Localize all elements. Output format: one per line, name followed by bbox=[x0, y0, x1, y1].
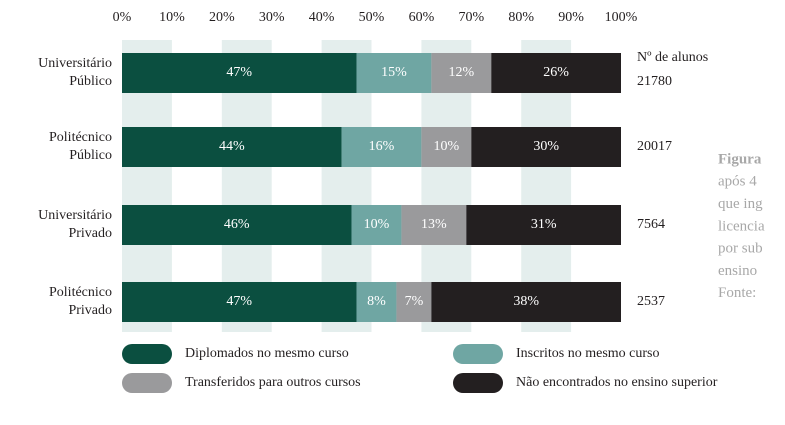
bar-segment bbox=[491, 53, 621, 93]
value-label: 12% bbox=[448, 65, 474, 80]
value-label: 47% bbox=[226, 65, 252, 80]
category-line: Público bbox=[69, 74, 112, 89]
bar-segment bbox=[122, 127, 342, 167]
x-tick-label: 0% bbox=[113, 10, 132, 25]
bar-segment bbox=[401, 205, 467, 245]
totals-header: Nº de alunos bbox=[637, 50, 708, 65]
value-label: 10% bbox=[364, 217, 390, 232]
category-label: Universitário Público bbox=[38, 56, 112, 89]
x-tick-label: 80% bbox=[508, 10, 534, 25]
value-label: 10% bbox=[434, 139, 460, 154]
x-tick-label: 70% bbox=[458, 10, 484, 25]
bar-segment bbox=[356, 53, 432, 93]
caption-line: ensino bbox=[718, 263, 757, 279]
legend-label: Não encontrados no ensino superior bbox=[516, 375, 718, 390]
category-line: Privado bbox=[68, 303, 112, 318]
category-label: Politécnico Privado bbox=[49, 285, 112, 318]
x-tick-label: 40% bbox=[309, 10, 335, 25]
legend-swatch bbox=[453, 344, 503, 364]
bar-segment bbox=[421, 127, 472, 167]
x-tick-label: 20% bbox=[209, 10, 235, 25]
bar-segment bbox=[466, 205, 621, 245]
value-label: 30% bbox=[533, 139, 559, 154]
bar-segment bbox=[356, 282, 397, 322]
bar-segment bbox=[396, 282, 432, 322]
category-line: Politécnico bbox=[49, 285, 112, 300]
value-label: 7% bbox=[405, 294, 424, 309]
total-value: 7564 bbox=[637, 217, 665, 232]
category-label: Politécnico Público bbox=[49, 130, 112, 163]
caption-line: Figura bbox=[718, 151, 762, 167]
caption-line: licencia bbox=[718, 218, 765, 234]
caption-line: Fonte: bbox=[718, 285, 756, 301]
value-label: 38% bbox=[513, 294, 539, 309]
category-line: Universitário bbox=[38, 56, 112, 71]
bar-segment bbox=[431, 53, 492, 93]
value-label: 13% bbox=[421, 217, 447, 232]
legend-label: Inscritos no mesmo curso bbox=[516, 346, 659, 361]
bar-segment bbox=[122, 282, 357, 322]
x-tick-label: 60% bbox=[409, 10, 435, 25]
value-label: 8% bbox=[367, 294, 386, 309]
x-tick-label: 10% bbox=[159, 10, 185, 25]
x-tick-label: 50% bbox=[359, 10, 385, 25]
total-value: 2537 bbox=[637, 294, 665, 309]
bar-segment bbox=[431, 282, 621, 322]
value-label: 26% bbox=[543, 65, 569, 80]
category-line: Privado bbox=[68, 226, 112, 241]
total-value: 20017 bbox=[637, 139, 672, 154]
value-label: 15% bbox=[381, 65, 407, 80]
legend-label: Diplomados no mesmo curso bbox=[185, 346, 349, 361]
caption-line: após 4 bbox=[718, 174, 757, 190]
caption-line: por sub bbox=[718, 241, 763, 257]
value-label: 31% bbox=[531, 217, 557, 232]
bar-segment bbox=[122, 53, 357, 93]
category-line: Público bbox=[69, 148, 112, 163]
legend-swatch bbox=[122, 373, 172, 393]
category-line: Politécnico bbox=[49, 130, 112, 145]
category-line: Universitário bbox=[38, 208, 112, 223]
value-label: 44% bbox=[219, 139, 245, 154]
value-label: 47% bbox=[226, 294, 252, 309]
bar-segment bbox=[122, 205, 352, 245]
legend-swatch bbox=[122, 344, 172, 364]
bar-segment bbox=[341, 127, 422, 167]
value-label: 16% bbox=[369, 139, 395, 154]
x-tick-label: 30% bbox=[259, 10, 285, 25]
value-label: 46% bbox=[224, 217, 250, 232]
x-tick-label: 90% bbox=[558, 10, 584, 25]
total-value: 21780 bbox=[637, 74, 672, 89]
category-label: Universitário Privado bbox=[38, 208, 112, 241]
legend-swatch bbox=[453, 373, 503, 393]
bar-segment bbox=[471, 127, 621, 167]
x-tick-label: 100% bbox=[605, 10, 638, 25]
legend-label: Transferidos para outros cursos bbox=[185, 375, 361, 390]
caption-line: que ing bbox=[718, 196, 763, 212]
bar-segment bbox=[351, 205, 402, 245]
